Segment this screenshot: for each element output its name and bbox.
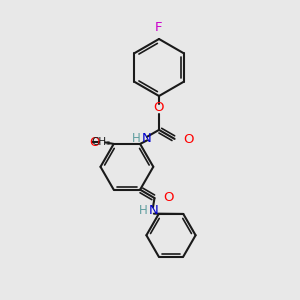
Text: F: F: [155, 21, 163, 34]
Text: H: H: [132, 132, 141, 145]
Text: CH₃: CH₃: [92, 137, 111, 147]
Text: O: O: [154, 101, 164, 114]
Text: N: N: [149, 204, 159, 217]
Text: O: O: [183, 133, 194, 146]
Text: H: H: [139, 204, 148, 217]
Text: O: O: [90, 136, 100, 149]
Text: N: N: [142, 132, 152, 145]
Text: O: O: [163, 191, 173, 204]
